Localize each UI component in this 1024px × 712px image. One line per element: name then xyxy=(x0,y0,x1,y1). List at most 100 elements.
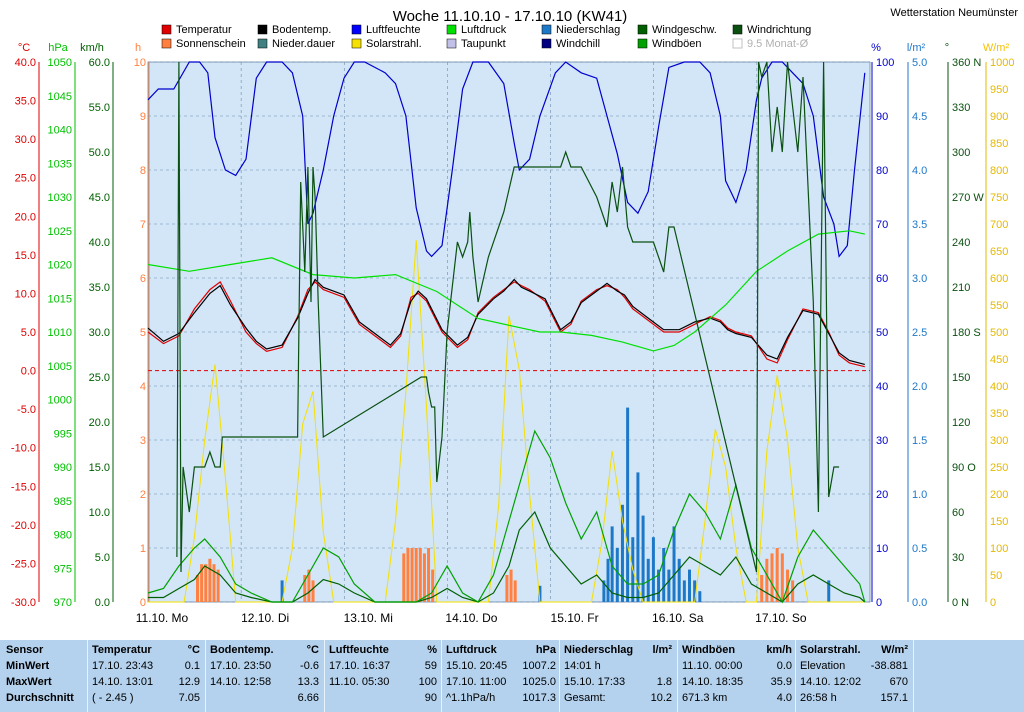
summary-header: Temperatur °C xyxy=(92,644,200,660)
tick-label-wind: 45.0 xyxy=(89,192,110,204)
summary-separator xyxy=(324,640,325,712)
summary-cell: 14:01 h xyxy=(564,660,672,676)
legend-label: Windrichtung xyxy=(747,24,811,36)
summary-cell-right: 35.9 xyxy=(770,676,792,688)
summary-cell-right: W/m² xyxy=(881,644,908,656)
legend-label: Luftdruck xyxy=(461,24,507,36)
tick-label-temperature: 35.0 xyxy=(15,96,36,108)
legend-label: Taupunkt xyxy=(461,38,506,50)
summary-column: Temperatur °C 17.10. 23:43 0.1 14.10. 13:01 1… xyxy=(92,644,200,712)
bar-niederschlag xyxy=(606,558,610,602)
summary-cell: ^1.1hPa/h 1017.3 xyxy=(446,692,556,708)
legend-swatch xyxy=(257,38,268,49)
tick-label-direction: 0 N xyxy=(952,597,969,609)
summary-header: Solarstrahl. W/m² xyxy=(800,644,908,660)
series-line-luftdruck xyxy=(147,230,865,352)
summary-cell-left: Elevation xyxy=(800,660,846,672)
tick-label-humidity: 90 xyxy=(876,111,888,123)
tick-label-pressure: 1030 xyxy=(48,192,72,204)
summary-cell: 26:58 h 157.1 xyxy=(800,692,908,708)
summary-cell-right: 6.66 xyxy=(297,692,319,704)
bar-sonnenschein xyxy=(513,580,517,602)
tick-label-pressure: 1040 xyxy=(48,125,72,137)
tick-label-direction: 120 xyxy=(952,417,970,429)
x-axis-labels: 11.10. Mo 12.10. Di 13.10. Mi 14.10. Do 15.1… xyxy=(136,611,807,625)
summary-cell-left: 14:01 h xyxy=(564,660,601,672)
tick-label-solar: 250 xyxy=(990,462,1008,474)
tick-label-wind: 35.0 xyxy=(89,282,110,294)
x-label: 15.10. Fr xyxy=(551,611,599,625)
series-line-bodentemp xyxy=(147,278,865,365)
tick-label-wind: 20.0 xyxy=(89,417,110,429)
summary-column: Luftdruck hPa 15.10. 20:45 1007.2 17.10. 11:… xyxy=(446,644,556,712)
summary-header: Luftdruck hPa xyxy=(446,644,556,660)
summary-cell-left: ^1.1hPa/h xyxy=(446,692,496,704)
tick-label-hours: 10 xyxy=(134,57,146,69)
unit-label-humidity: % xyxy=(871,42,881,54)
tick-label-temperature: 15.0 xyxy=(15,250,36,262)
summary-cell: 17.10. 16:37 59 xyxy=(329,660,437,676)
summary-cell: 11.10. 00:00 0.0 xyxy=(682,660,792,676)
tick-label-direction: 150 xyxy=(952,372,970,384)
tick-label-solar: 950 xyxy=(990,84,1008,96)
tick-label-solar: 850 xyxy=(990,138,1008,150)
unit-label-pressure: hPa xyxy=(48,42,68,54)
summary-cell-left: 26:58 h xyxy=(800,692,837,704)
summary-cell-left: 17.10. 23:50 xyxy=(210,660,272,672)
tick-label-rain: 4.0 xyxy=(912,165,927,177)
summary-header: Niederschlag l/m² xyxy=(564,644,672,660)
legend-swatch xyxy=(257,24,268,35)
legend-label: Sonnenschein xyxy=(176,38,246,50)
bar-niederschlag xyxy=(620,504,624,602)
summary-cell: 15.10. 17:33 1.8 xyxy=(564,676,672,692)
bar-niederschlag xyxy=(626,407,630,602)
tick-label-pressure: 985 xyxy=(54,496,72,508)
tick-label-humidity: 10 xyxy=(876,543,888,555)
tick-label-wind: 5.0 xyxy=(95,552,110,564)
unit-label-rain: l/m² xyxy=(907,42,926,54)
tick-label-solar: 550 xyxy=(990,300,1008,312)
summary-row-label: MinWert xyxy=(6,660,50,672)
summary-cell-left: 11.10. 05:30 xyxy=(329,676,390,688)
bar-sonnenschein xyxy=(509,569,513,602)
summary-cell-right: °C xyxy=(306,644,319,656)
tick-label-rain: 2.0 xyxy=(912,381,927,393)
tick-label-humidity: 40 xyxy=(876,381,888,393)
tick-label-direction: 240 xyxy=(952,237,970,249)
right-axes: 10090807060504030201005.04.54.03.53.02.5… xyxy=(871,57,1014,609)
summary-cell-left: 17.10. 11:00 xyxy=(446,676,507,688)
summary-cell-right: 0.0 xyxy=(776,660,792,672)
bar-niederschlag xyxy=(672,526,676,602)
legend-swatch xyxy=(161,38,172,49)
summary-cell-right: % xyxy=(427,644,437,656)
legend-swatch xyxy=(446,38,457,49)
summary-row-label: Durchschnitt xyxy=(6,692,74,704)
axis-unit-labels: °C hPa km/h h% l/m² ° W/m² xyxy=(18,42,1010,54)
tick-label-solar: 1000 xyxy=(990,57,1014,69)
summary-cell-right: 59 xyxy=(424,660,437,672)
bar-niederschlag xyxy=(677,558,681,602)
legend-swatch xyxy=(541,24,552,35)
x-label: 12.10. Di xyxy=(241,611,289,625)
series-solar-line xyxy=(148,240,865,603)
tick-label-pressure: 1050 xyxy=(48,57,72,69)
tick-label-temperature: 30.0 xyxy=(15,134,36,146)
tick-label-temperature: -5.0 xyxy=(17,404,36,416)
tick-label-rain: 1.0 xyxy=(912,489,927,501)
summary-cell-right: 7.05 xyxy=(178,692,200,704)
tick-label-rain: 4.5 xyxy=(912,111,927,123)
summary-separator xyxy=(913,640,914,712)
x-label: 16.10. Sa xyxy=(652,611,704,625)
summary-cell: Gesamt: 10.2 xyxy=(564,692,672,708)
tick-label-humidity: 30 xyxy=(876,435,888,447)
tick-label-temperature: -30.0 xyxy=(11,597,36,609)
summary-cell: 14.10. 18:35 35.9 xyxy=(682,676,792,692)
tick-label-hours: 1 xyxy=(140,543,146,555)
legend-swatch xyxy=(541,38,552,49)
tick-label-wind: 10.0 xyxy=(89,507,110,519)
bar-sonnenschein xyxy=(770,553,774,602)
series-line-temperatur xyxy=(147,281,865,368)
legend-swatch xyxy=(351,24,362,35)
tick-label-direction: 90 O xyxy=(952,462,976,474)
legend-label: Windgeschw. xyxy=(652,24,717,36)
